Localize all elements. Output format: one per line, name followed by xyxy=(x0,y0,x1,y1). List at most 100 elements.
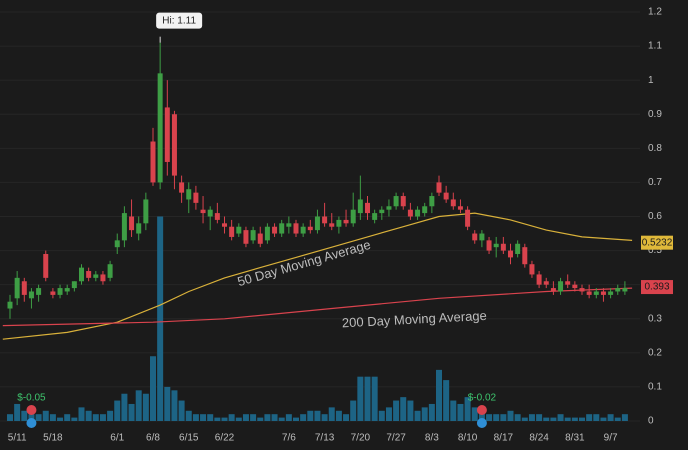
candle-body xyxy=(7,301,13,309)
volume-bar xyxy=(307,410,314,421)
volume-bar xyxy=(457,403,464,421)
volume-bar xyxy=(343,414,350,421)
candle-body xyxy=(565,281,571,285)
volume-bar xyxy=(371,376,378,421)
volume-bar xyxy=(71,417,78,421)
candle-body xyxy=(622,288,628,292)
volume-bar xyxy=(493,414,500,421)
volume-bar xyxy=(250,414,257,421)
candle-body xyxy=(550,288,556,292)
candle-body xyxy=(572,284,578,289)
y-tick-label: 0.8 xyxy=(648,143,662,154)
candle-body xyxy=(50,291,56,295)
candle-body xyxy=(500,243,506,251)
volume-bar xyxy=(242,414,249,421)
y-tick-label: 0.1 xyxy=(648,382,662,393)
candle-body xyxy=(57,288,63,295)
candle-body xyxy=(229,226,235,237)
x-tick-label: 9/7 xyxy=(604,433,618,444)
high-label-box xyxy=(156,12,203,29)
candle-body xyxy=(14,277,20,299)
volume-bar xyxy=(207,414,214,421)
x-tick-label: 6/1 xyxy=(110,433,124,444)
candle-body xyxy=(350,209,356,224)
event-label: $-0.02 xyxy=(468,393,497,404)
volume-bar xyxy=(614,417,621,421)
volume-bar xyxy=(235,417,242,421)
candle-body xyxy=(400,196,406,207)
candle-body xyxy=(300,226,306,234)
candle-body xyxy=(136,223,142,234)
volume-bar xyxy=(64,414,71,421)
y-tick-label: 0 xyxy=(648,416,654,427)
candle-body xyxy=(107,264,113,278)
volume-bar xyxy=(321,414,328,421)
volume-bar xyxy=(92,414,99,421)
volume-bar xyxy=(114,400,121,421)
candle-body xyxy=(193,192,199,203)
volume-bar xyxy=(171,390,178,421)
candle-body xyxy=(372,213,378,220)
y-tick-label: 0.2 xyxy=(648,347,662,358)
volume-bar xyxy=(507,410,514,421)
candle-body xyxy=(257,233,263,244)
volume-bar xyxy=(564,417,571,421)
candle-body xyxy=(329,223,335,227)
event-icon xyxy=(26,405,37,415)
candle-body xyxy=(28,291,34,299)
candle-body xyxy=(143,199,149,224)
candle-body xyxy=(379,209,385,214)
moving-average-line xyxy=(2,212,633,340)
volume-bar xyxy=(436,369,442,421)
x-tick-label: 6/22 xyxy=(215,433,235,444)
volume-bar xyxy=(271,414,278,421)
candle-body xyxy=(207,209,213,217)
volume-bar xyxy=(257,417,264,421)
volume-bar xyxy=(200,414,207,421)
volume-bar xyxy=(142,393,149,421)
volume-bar xyxy=(486,414,493,421)
x-tick-label: 6/8 xyxy=(146,433,160,444)
candle-body xyxy=(529,264,535,275)
event-icon xyxy=(26,418,37,428)
volume-bar xyxy=(607,414,614,421)
candle-body xyxy=(314,216,320,231)
volume-bar xyxy=(600,417,607,421)
candle-body xyxy=(114,240,120,248)
price-tag: 0.5232 xyxy=(642,237,673,248)
volume-bar xyxy=(557,414,564,421)
candle-body xyxy=(86,271,92,278)
candle-body xyxy=(386,206,392,210)
candle-body xyxy=(543,281,549,285)
candle-body xyxy=(79,267,84,282)
candle-body xyxy=(236,226,242,234)
volume-bar xyxy=(593,414,600,421)
volume-bar xyxy=(228,414,235,421)
volume-bar xyxy=(421,407,428,421)
candle-body xyxy=(586,291,592,295)
candle-body xyxy=(157,73,163,183)
volume-bar xyxy=(464,397,471,421)
volume-bar xyxy=(536,414,543,421)
volume-bar xyxy=(471,407,478,421)
volume-bar xyxy=(135,390,142,421)
volume-bar xyxy=(350,400,357,421)
volume-bar xyxy=(407,400,414,421)
volume-bar xyxy=(550,417,557,421)
candle-body xyxy=(21,281,27,295)
candle-body xyxy=(522,247,528,265)
candle-body xyxy=(479,233,485,241)
y-tick-label: 1 xyxy=(648,75,654,86)
candle-body xyxy=(465,209,471,227)
volume-bar xyxy=(621,414,628,421)
volume-bar xyxy=(335,410,342,421)
candle-body xyxy=(365,202,370,214)
volume-bar xyxy=(264,414,271,421)
volume-bar xyxy=(192,414,199,421)
volume-bar xyxy=(121,393,128,421)
x-tick-label: 8/31 xyxy=(565,433,585,444)
event-label: $-0.05 xyxy=(17,393,46,404)
volume-bar xyxy=(214,417,221,421)
volume-bar xyxy=(579,417,585,421)
